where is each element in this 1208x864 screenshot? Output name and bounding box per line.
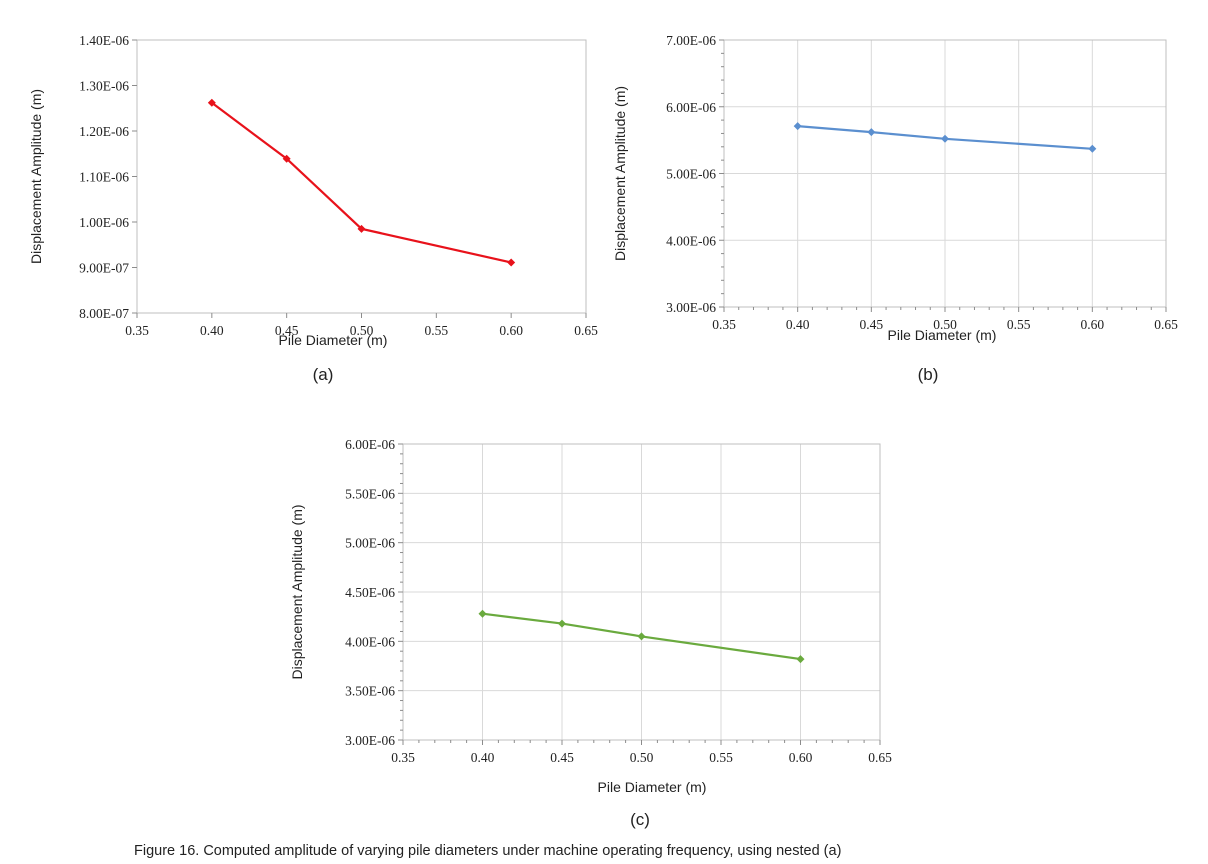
figure-caption: Figure 16. Computed amplitude of varying… xyxy=(134,843,841,859)
y-tick-label: 7.00E-06 xyxy=(666,33,716,48)
x-tick-label: 0.45 xyxy=(275,323,299,338)
data-point xyxy=(558,619,566,628)
panel-label: (c) xyxy=(630,810,650,829)
x-axis-title: Pile Diameter (m) xyxy=(598,779,707,795)
x-tick-label: 0.55 xyxy=(709,750,733,765)
x-tick-label: 0.40 xyxy=(471,750,495,765)
y-axis-title: Displacement Amplitude (m) xyxy=(28,89,44,264)
chart-panel-a: 0.35 0.40 0.45 0.50 0.55 0.60 0.65 8.00E-07 9.00… xyxy=(28,33,598,384)
data-point xyxy=(282,154,291,163)
x-tick-label: 0.40 xyxy=(786,317,810,332)
y-tick-label: 5.00E-06 xyxy=(666,167,716,182)
x-axis-title: Pile Diameter (m) xyxy=(279,332,388,348)
x-tick-label: 0.65 xyxy=(868,750,892,765)
data-point xyxy=(207,98,216,107)
y-tick-label: 1.40E-06 xyxy=(79,33,129,48)
y-tick-label: 5.00E-06 xyxy=(345,536,395,551)
y-tick-label: 1.20E-06 xyxy=(79,124,129,139)
y-tick-label: 4.50E-06 xyxy=(345,585,395,600)
x-tick-label: 0.60 xyxy=(499,323,523,338)
x-tick-label: 0.60 xyxy=(789,750,813,765)
data-point xyxy=(867,128,876,137)
x-tick-label: 0.40 xyxy=(200,323,224,338)
panel-label: (a) xyxy=(313,365,334,384)
series-line xyxy=(482,612,801,661)
data-point xyxy=(357,224,366,233)
y-tick-label: 5.50E-06 xyxy=(345,486,395,501)
y-axis-title: Displacement Amplitude (m) xyxy=(289,504,305,679)
y-tick-label: 9.00E-07 xyxy=(79,261,129,276)
x-tick-label: 0.55 xyxy=(1007,317,1031,332)
data-point xyxy=(793,122,802,131)
y-tick-label: 1.30E-06 xyxy=(79,79,129,94)
y-tick-label: 8.00E-07 xyxy=(79,306,129,321)
x-tick-label: 0.60 xyxy=(1081,317,1105,332)
x-tick-label: 0.35 xyxy=(391,750,415,765)
data-point xyxy=(507,258,516,267)
x-tick-label: 0.35 xyxy=(712,317,736,332)
y-tick-label: 1.00E-06 xyxy=(79,215,129,230)
chart-panel-c: 0.35 0.40 0.45 0.50 0.55 0.60 0.65 3.00E-06 3.50… xyxy=(289,437,892,829)
chart-panel-b: 0.35 0.40 0.45 0.50 0.55 0.60 0.65 3.00E-06 4.00… xyxy=(612,33,1178,384)
y-tick-label: 3.50E-06 xyxy=(345,684,395,699)
x-tick-label: 0.45 xyxy=(550,750,574,765)
x-tick-label: 0.65 xyxy=(1154,317,1178,332)
y-tick-label: 6.00E-06 xyxy=(345,437,395,452)
y-tick-label: 3.00E-06 xyxy=(666,300,716,315)
plot-frame xyxy=(136,39,587,314)
data-point xyxy=(1088,144,1097,153)
x-tick-label: 0.55 xyxy=(425,323,449,338)
panel-label: (b) xyxy=(918,365,939,384)
data-point xyxy=(637,632,646,641)
data-point xyxy=(478,609,487,618)
y-axis-title: Displacement Amplitude (m) xyxy=(612,86,628,261)
x-tick-label: 0.50 xyxy=(933,317,957,332)
y-tick-label: 1.10E-06 xyxy=(79,170,129,185)
data-point xyxy=(941,134,949,143)
y-tick-label: 4.00E-06 xyxy=(666,233,716,248)
x-tick-label: 0.35 xyxy=(125,323,149,338)
y-tick-label: 6.00E-06 xyxy=(666,100,716,115)
data-point xyxy=(796,655,805,664)
y-tick-label: 4.00E-06 xyxy=(345,634,395,649)
x-tick-label: 0.50 xyxy=(630,750,654,765)
x-tick-label: 0.50 xyxy=(350,323,374,338)
series-line xyxy=(211,101,512,264)
series-line xyxy=(797,125,1093,150)
x-tick-label: 0.65 xyxy=(574,323,598,338)
x-tick-label: 0.45 xyxy=(860,317,884,332)
y-tick-label: 3.00E-06 xyxy=(345,733,395,748)
x-axis-title: Pile Diameter (m) xyxy=(888,327,997,343)
